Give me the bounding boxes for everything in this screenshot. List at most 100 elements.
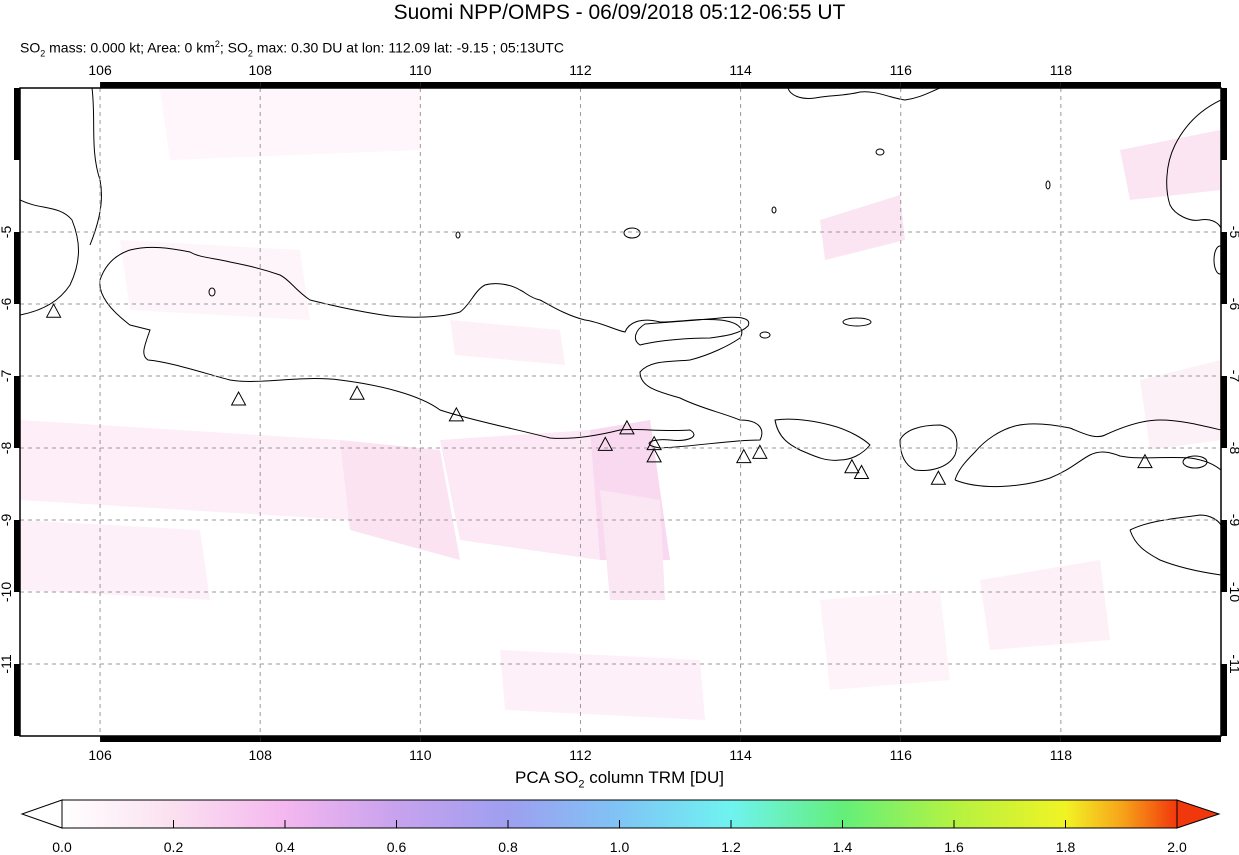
lon-tick-label: 114 (729, 747, 752, 763)
lon-tick-label: 112 (569, 62, 592, 78)
colorbar-tick-label: 0.8 (498, 839, 518, 855)
volcano-triangle-icon (230, 390, 247, 406)
lon-tick-label: 116 (890, 62, 913, 78)
colorbar-tick-label: 1.4 (833, 839, 853, 855)
coast-bali (774, 418, 871, 461)
colorbar-ticks (61, 820, 1178, 828)
island-small-4 (759, 331, 771, 339)
frame-bar-bottom (100, 736, 261, 742)
frame-bar-right (1221, 520, 1227, 592)
lat-tick-label: -10 (0, 582, 14, 602)
island-small-3 (771, 206, 777, 214)
frame-bar-top (260, 82, 421, 88)
frame-bar-right (1221, 664, 1227, 736)
lon-tick-label: 106 (88, 747, 112, 763)
frame-bar-bottom (260, 736, 421, 742)
lat-tick-label: -11 (1227, 654, 1239, 673)
volcano-markers (45, 303, 1153, 485)
coast-java (99, 246, 763, 449)
frame-bar-top (420, 82, 581, 88)
coast-lombok (899, 424, 958, 471)
lon-tick-label: 116 (890, 747, 913, 763)
frame-bar-left (14, 376, 20, 448)
lon-tick-label: 118 (1050, 747, 1073, 763)
coast-sumatra-east (89, 88, 102, 246)
frame-bar-left (14, 664, 20, 736)
coast-sumba (1129, 514, 1221, 576)
island-small-6 (1045, 180, 1051, 190)
lat-tick-label: -9 (1227, 514, 1239, 527)
frame-bar-bottom (740, 736, 901, 742)
coast-sumatra (20, 199, 79, 316)
colorbar-tick-label: 1.6 (944, 839, 964, 855)
stats-line: SO2 mass: 0.000 kt; Area: 0 km2; SO2 max… (20, 39, 564, 59)
frame-bar-top (100, 82, 261, 88)
frame-bar-right (1221, 88, 1227, 160)
volcano-triangle-icon (448, 406, 465, 422)
colorbar-tick-label: 0.2 (164, 839, 184, 855)
frame-bar-top (900, 82, 1061, 88)
lat-tick-label: -8 (0, 442, 14, 455)
volcano-triangle-icon (1137, 453, 1153, 469)
lon-axis-bottom: 106 108 110 112 114 116 118 (88, 747, 1072, 763)
colorbar-max-arrow (1176, 799, 1221, 829)
lon-axis-top: 106 108 110 112 114 116 118 (88, 62, 1072, 78)
coast-sulawesi (1166, 99, 1221, 229)
lon-tick-label: 110 (409, 747, 432, 763)
island-karimunjawa (623, 227, 641, 239)
coast-sumbawa (954, 419, 1221, 487)
colorbar-title: PCA SO2 column TRM [DU] (515, 768, 724, 791)
volcano-triangle-icon (619, 419, 635, 435)
coast-kalimantan (787, 88, 941, 101)
volcano-triangle-icon (735, 448, 752, 464)
colorbar-labels: 0.0 0.2 0.4 0.6 0.8 1.0 1.2 1.4 1.6 1.8 2.0 (52, 839, 1187, 855)
frame-bar-right (1221, 376, 1227, 448)
lon-tick-label: 108 (249, 62, 273, 78)
volcano-triangle-icon (853, 464, 870, 479)
volcano-triangle-icon (597, 436, 614, 451)
colorbar-min-arrow (20, 799, 63, 829)
colorbar-tick-label: 1.2 (721, 839, 741, 855)
frame-bar-bottom (900, 736, 1061, 742)
lat-tick-label: -11 (0, 654, 14, 673)
coast-madura (634, 316, 750, 346)
frame-bar-top (580, 82, 741, 88)
volcano-triangle-icon (349, 385, 365, 400)
lat-axis-right: -5 -6 -7 -8 -9 -10 -11 (1227, 226, 1239, 674)
colorbar-tick-label: 1.8 (1056, 839, 1076, 855)
lon-tick-label: 114 (729, 62, 752, 78)
lon-tick-label: 108 (249, 747, 273, 763)
volcano-triangle-icon (646, 447, 662, 463)
lat-tick-label: -9 (0, 514, 14, 527)
frame-bar-top (740, 82, 901, 88)
frame-bar-top (1060, 82, 1221, 88)
frame-bar-bottom (1060, 736, 1221, 742)
colorbar-tick-label: 1.0 (610, 839, 630, 855)
volcano-triangle-icon (751, 444, 768, 459)
lat-tick-label: -7 (0, 370, 14, 383)
frame-bar-right (1221, 232, 1227, 304)
lat-tick-label: -6 (1227, 298, 1239, 311)
lat-tick-label: -5 (1227, 226, 1239, 239)
frame-bar-left (14, 88, 20, 160)
frame-bar-left (14, 520, 20, 592)
lat-tick-label: -6 (0, 298, 14, 311)
colorbar-tick-label: 0.6 (387, 839, 407, 855)
frame-bar-bottom (420, 736, 581, 742)
gridlines (20, 88, 1221, 736)
lat-tick-label: -10 (1227, 582, 1239, 602)
colorbar-tick-label: 2.0 (1167, 839, 1187, 855)
lon-tick-label: 112 (569, 747, 592, 763)
lat-tick-label: -8 (1227, 442, 1239, 455)
island-small-8 (1182, 455, 1208, 469)
island-small-7 (455, 231, 461, 239)
so2-pixel-layer (20, 90, 1221, 720)
lat-tick-label: -7 (1227, 370, 1239, 383)
island-small-2 (875, 148, 885, 156)
island-small-5 (1213, 245, 1221, 275)
lon-tick-label: 110 (409, 62, 432, 78)
frame-bar-bottom (580, 736, 741, 742)
frame-tick-bars (14, 82, 1227, 742)
lat-axis-left: -5 -6 -7 -8 -9 -10 -11 (0, 226, 14, 674)
